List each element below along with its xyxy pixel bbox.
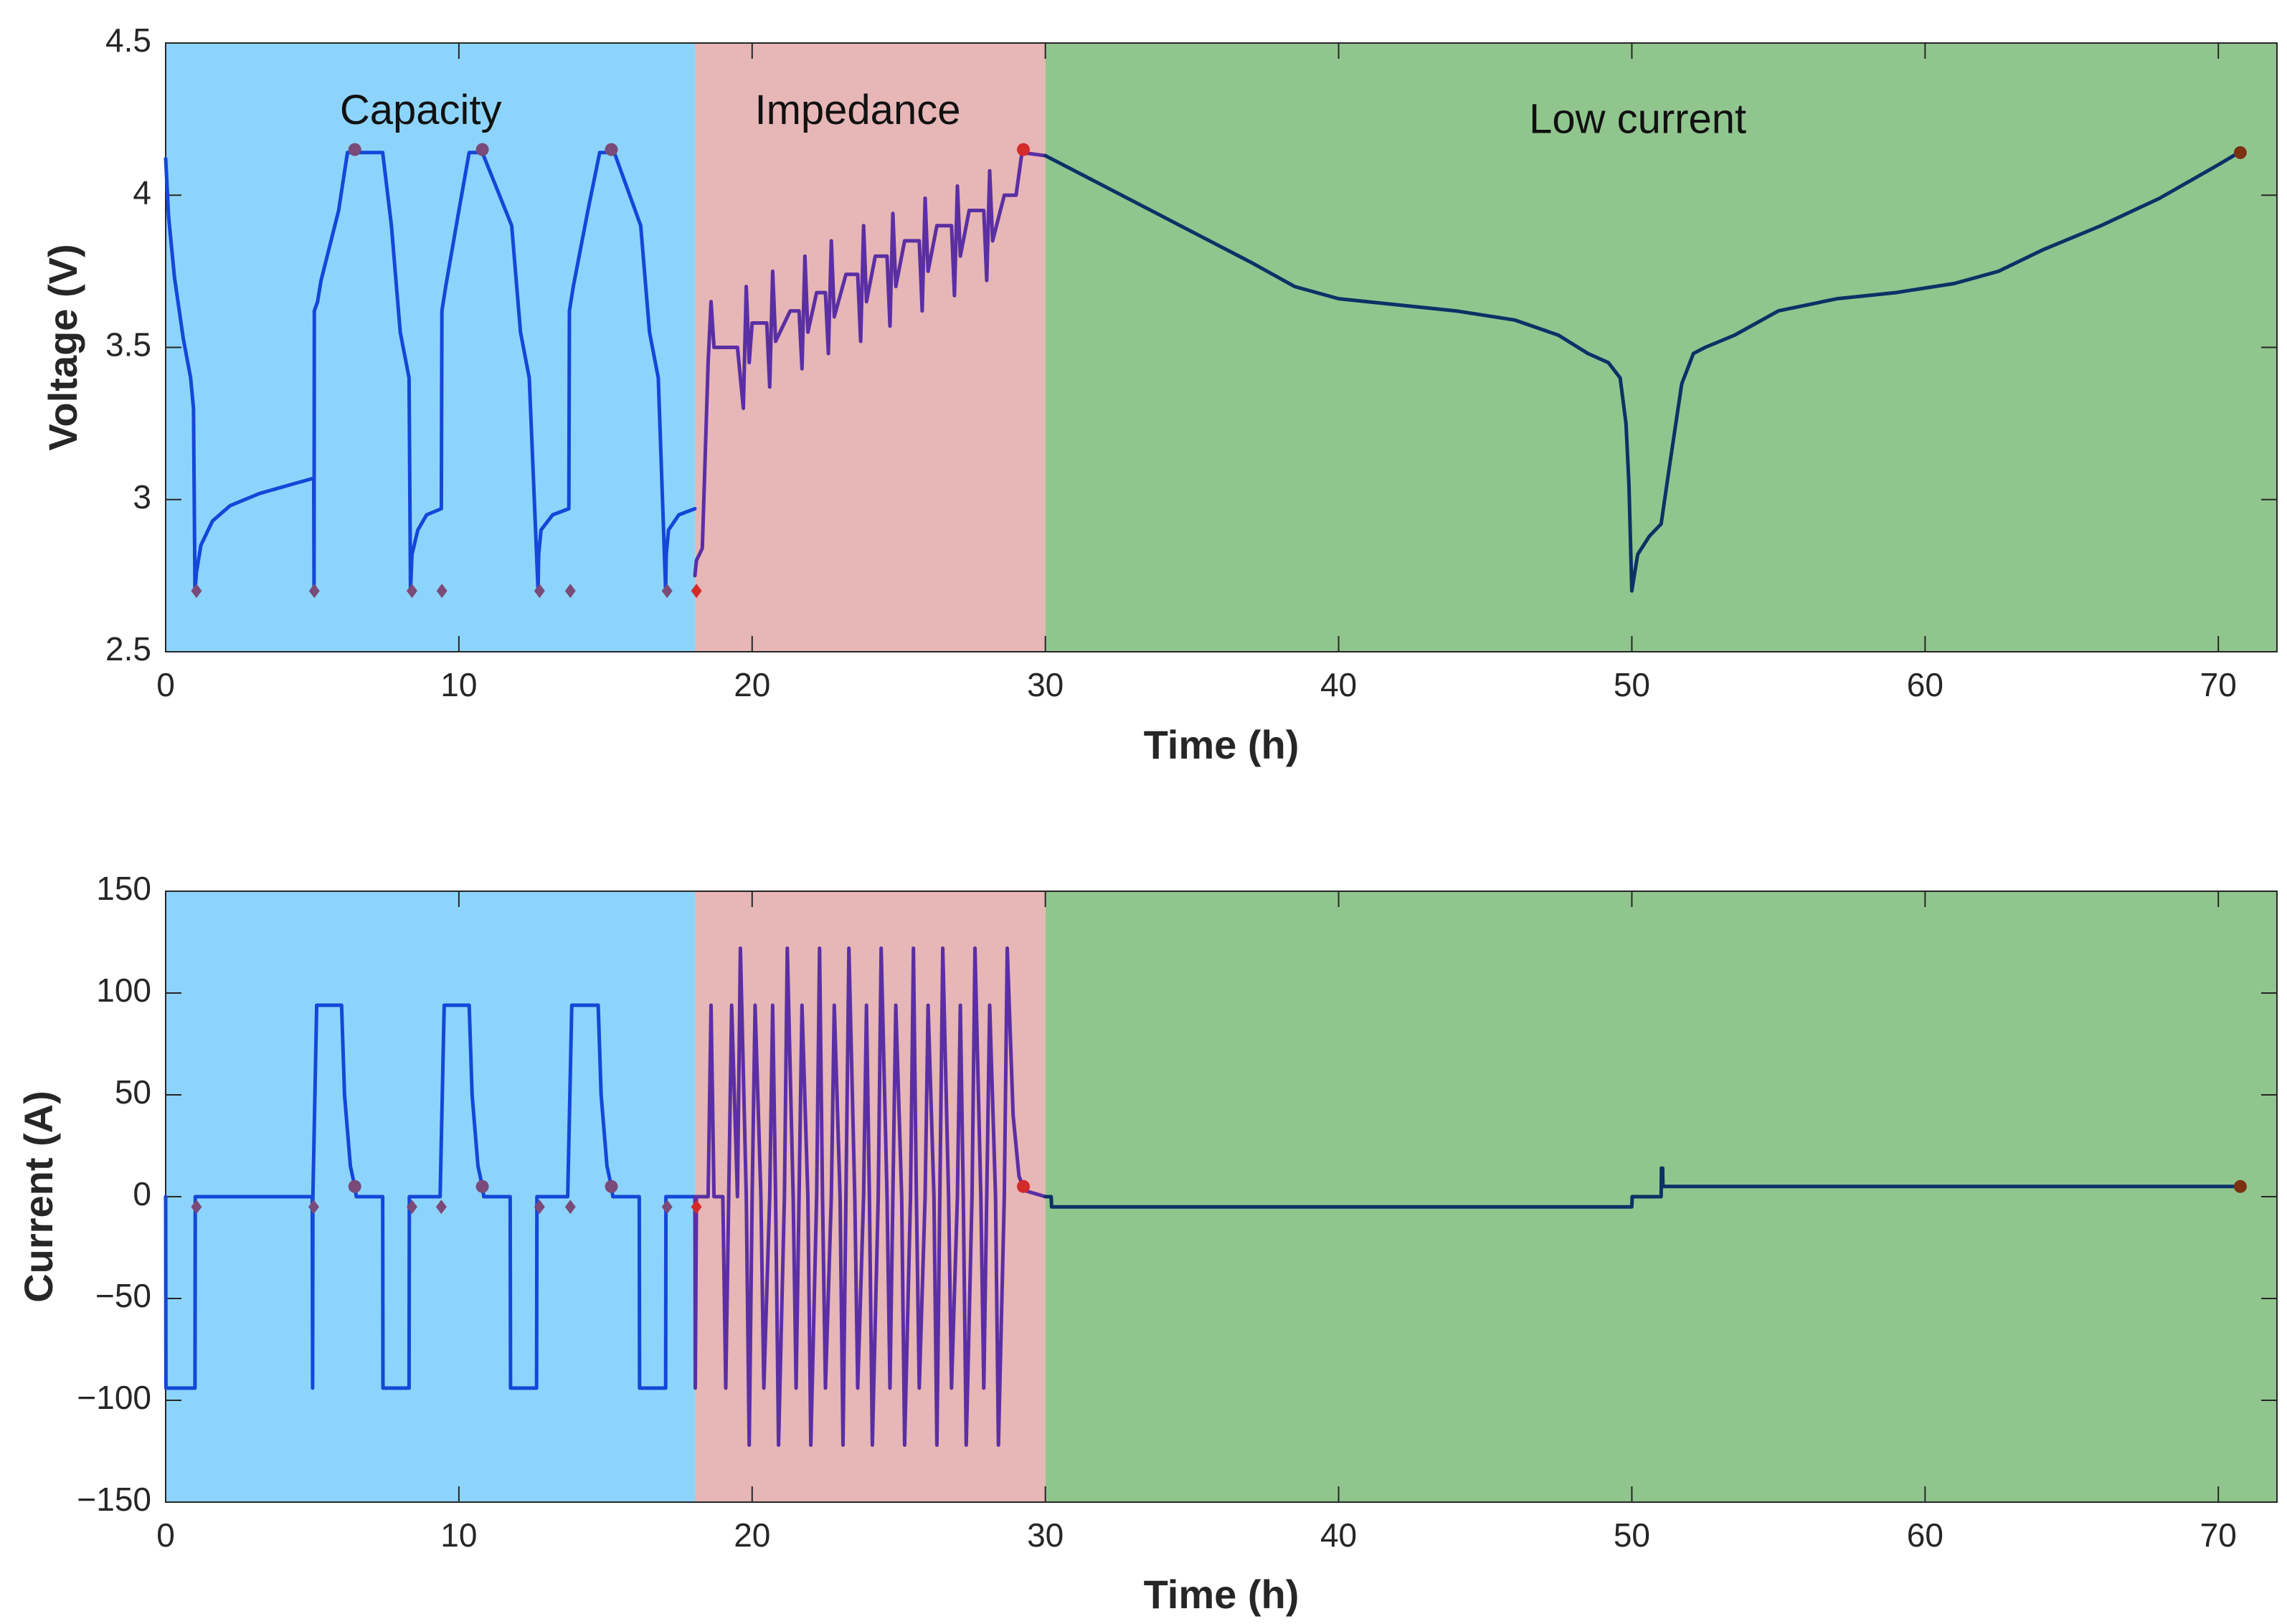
voltage-x-tick-label: 40 — [1320, 666, 1357, 703]
current-marker-circle — [605, 1179, 618, 1193]
current-x-tick-label: 60 — [1907, 1516, 1943, 1554]
current-marker-diamond — [691, 1200, 702, 1215]
voltage-marker-circle — [348, 143, 361, 156]
voltage-x-axis-title: Time (h) — [1144, 722, 1299, 767]
voltage-y-tick-label: 3.5 — [105, 326, 151, 364]
current-y-tick-label: 50 — [115, 1073, 151, 1111]
voltage-x-tick-label: 50 — [1614, 666, 1650, 703]
current-x-tick-label: 10 — [440, 1516, 477, 1554]
voltage-series-low-current-line — [1043, 151, 2241, 593]
current-marker-diamond — [661, 1200, 673, 1215]
voltage-marker-diamond — [436, 584, 448, 599]
voltage-phase-impedance-region — [695, 43, 1046, 652]
voltage-marker-circle — [475, 143, 489, 156]
current-y-tick-label: −150 — [77, 1481, 151, 1518]
current-series-low-current-line — [1043, 1166, 2241, 1209]
voltage-marker-diamond — [661, 584, 673, 599]
voltage-marker-circle — [605, 143, 618, 156]
current-y-tick-label: −50 — [95, 1277, 151, 1314]
voltage-series-impedance-line — [693, 151, 1048, 578]
voltage-marker-diamond — [191, 584, 202, 599]
voltage-x-tick-label: 30 — [1027, 666, 1064, 703]
voltage-marker-diamond — [406, 584, 417, 599]
current-x-tick-label: 0 — [156, 1516, 175, 1554]
current-marker-circle — [348, 1179, 361, 1193]
current-marker-diamond — [564, 1200, 576, 1215]
voltage-marker-diamond — [308, 584, 320, 599]
voltage-phase-label-capacity: Capacity — [340, 87, 502, 133]
current-marker-circle — [2233, 1179, 2247, 1193]
current-y-tick-label: 0 — [133, 1175, 151, 1212]
voltage-x-tick-label: 0 — [156, 666, 175, 703]
current-marker-diamond — [308, 1200, 319, 1215]
current-x-tick-label: 30 — [1027, 1516, 1064, 1554]
current-series-impedance-line — [693, 946, 1048, 1447]
voltage-phase-capacity-region — [166, 43, 696, 652]
voltage-marker-circle — [2233, 146, 2247, 159]
current-x-tick-label: 40 — [1320, 1516, 1357, 1554]
current-y-tick-label: −100 — [77, 1379, 151, 1416]
voltage-marker-diamond — [691, 584, 702, 599]
voltage-y-tick-label: 4 — [133, 174, 151, 211]
voltage-phase-label-low-current: Low current — [1529, 96, 1746, 143]
current-marker-diamond — [534, 1200, 545, 1215]
current-panel: 0 10 20 30 40 50 60 70 −150 −100 −50 0 50 100 150 Time … — [16, 870, 2278, 1617]
voltage-x-tick-label: 10 — [440, 666, 477, 703]
voltage-marker-diamond — [534, 584, 545, 599]
voltage-x-tick-label: 60 — [1907, 666, 1943, 703]
voltage-marker-diamond — [564, 584, 576, 599]
voltage-x-tick-label: 20 — [734, 666, 770, 703]
voltage-phase-low-current-region — [1045, 43, 2277, 652]
current-marker-diamond — [435, 1200, 447, 1215]
current-y-axis-title: Current (A) — [16, 1091, 61, 1303]
current-x-tick-label: 20 — [734, 1516, 770, 1554]
voltage-y-axis-title: Voltage (V) — [40, 244, 85, 450]
current-y-tick-label: 150 — [96, 870, 151, 907]
current-marker-diamond — [406, 1200, 417, 1215]
voltage-y-tick-label: 2.5 — [105, 630, 151, 668]
current-y-tick-label: 100 — [96, 972, 151, 1009]
voltage-phase-label-impedance: Impedance — [754, 87, 960, 133]
current-x-axis-title: Time (h) — [1144, 1572, 1299, 1617]
voltage-x-tick-label: 70 — [2200, 666, 2237, 703]
voltage-series-capacity-line — [164, 151, 697, 593]
current-marker-diamond — [191, 1200, 202, 1215]
voltage-y-tick-label: 4.5 — [105, 22, 151, 59]
voltage-y-tick-label: 3 — [133, 478, 151, 516]
current-marker-circle — [1017, 1179, 1030, 1193]
current-x-tick-label: 50 — [1614, 1516, 1650, 1554]
current-x-tick-label: 70 — [2200, 1516, 2237, 1554]
voltage-marker-circle — [1017, 143, 1030, 156]
current-series-capacity-line — [164, 1003, 697, 1390]
current-marker-circle — [475, 1179, 489, 1193]
voltage-panel: Capacity Impedance Low current 0 10 20 30 40 50 6… — [40, 22, 2278, 767]
